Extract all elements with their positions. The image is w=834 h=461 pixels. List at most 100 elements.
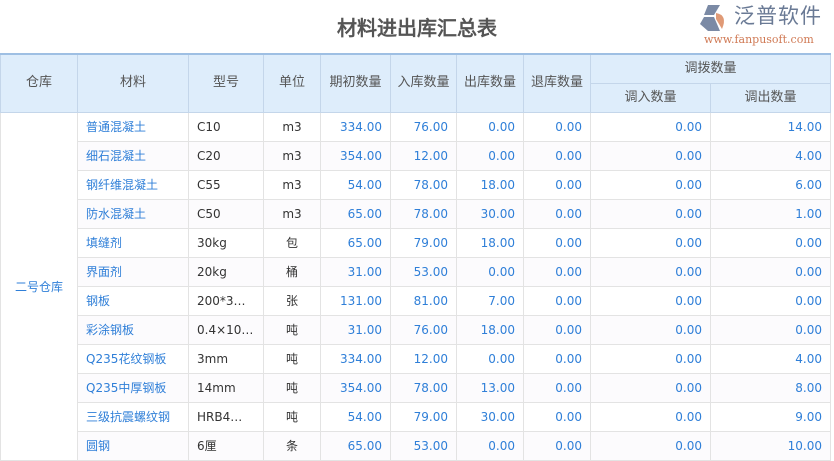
cell-model: C50: [188, 198, 264, 229]
cell-material[interactable]: 钢板: [77, 285, 189, 316]
cell-return: 0.00: [523, 198, 591, 229]
summary-table: 仓库 材料 型号 单位 期初数量 入库数量 出库数量 退库数量 调拨数量 调入数…: [0, 53, 832, 461]
cell-material[interactable]: 防水混凝土: [77, 198, 189, 229]
cell-unit: m3: [263, 198, 321, 229]
cell-transfer-out: 4.00: [709, 140, 832, 171]
cell-unit: 吨: [263, 343, 321, 374]
table-row[interactable]: Q235中厚钢板 14mm 吨 354.00 78.00 13.00 0.00 0.00 8.0…: [1, 372, 832, 403]
cell-model: 3mm: [188, 343, 264, 374]
cell-material[interactable]: 普通混凝土: [77, 111, 189, 142]
cell-in: 76.00: [390, 314, 457, 345]
table-row[interactable]: 细石混凝土 C20 m3 354.00 12.00 0.00 0.00 0.00 4.00: [1, 140, 832, 171]
cell-material[interactable]: Q235中厚钢板: [77, 372, 189, 403]
cell-model: 6厘: [188, 430, 264, 461]
cell-opening: 354.00: [320, 140, 391, 171]
cell-transfer-out: 14.00: [709, 111, 832, 142]
cell-out: 0.00: [456, 140, 524, 171]
header-model[interactable]: 型号: [188, 53, 264, 113]
header-material[interactable]: 材料: [77, 53, 189, 113]
cell-transfer-out: 0.00: [709, 285, 832, 316]
table-row[interactable]: 防水混凝土 C50 m3 65.00 78.00 30.00 0.00 0.00 1.00: [1, 198, 832, 229]
cell-model: 200*3…: [188, 285, 264, 316]
cell-opening: 31.00: [320, 256, 391, 287]
header-return[interactable]: 退库数量: [523, 53, 591, 113]
cell-material[interactable]: 界面剂: [77, 256, 189, 287]
header-warehouse[interactable]: 仓库: [0, 53, 78, 113]
table-row[interactable]: 钢纤维混凝土 C55 m3 54.00 78.00 18.00 0.00 0.00 6.00: [1, 169, 832, 200]
cell-transfer-out: 10.00: [709, 430, 832, 461]
cell-out: 0.00: [456, 430, 524, 461]
cell-out: 18.00: [456, 314, 524, 345]
cell-opening: 131.00: [320, 285, 391, 316]
cell-return: 0.00: [523, 227, 591, 258]
cell-return: 0.00: [523, 314, 591, 345]
cell-transfer-out: 9.00: [709, 401, 832, 432]
table-row[interactable]: 二号仓库 普通混凝土 C10 m3 334.00 76.00 0.00 0.00 0.00 14.…: [0, 111, 832, 461]
cell-return: 0.00: [523, 169, 591, 200]
header-out[interactable]: 出库数量: [456, 53, 524, 113]
cell-material[interactable]: 填缝剂: [77, 227, 189, 258]
cell-warehouse[interactable]: 二号仓库: [0, 111, 78, 461]
header-transfer-out[interactable]: 调出数量: [709, 82, 832, 113]
cell-model: 0.4×10…: [188, 314, 264, 345]
cell-material[interactable]: 细石混凝土: [77, 140, 189, 171]
cell-in: 78.00: [390, 372, 457, 403]
table-row[interactable]: 彩涂钢板 0.4×10… 吨 31.00 76.00 18.00 0.00 0.00 0.00: [1, 314, 832, 345]
cell-unit: 条: [263, 430, 321, 461]
cell-model: 20kg: [188, 256, 264, 287]
header-in[interactable]: 入库数量: [390, 53, 457, 113]
header-opening[interactable]: 期初数量: [320, 53, 391, 113]
cell-transfer-in: 0.00: [590, 285, 711, 316]
cell-opening: 31.00: [320, 314, 391, 345]
cell-transfer-out: 0.00: [709, 227, 832, 258]
cell-transfer-out: 4.00: [709, 343, 832, 374]
cell-unit: 张: [263, 285, 321, 316]
cell-out: 0.00: [456, 111, 524, 142]
cell-in: 81.00: [390, 285, 457, 316]
table-row[interactable]: 三级抗震螺纹钢 HRB4… 吨 54.00 79.00 30.00 0.00 0.00 9.00: [1, 401, 832, 432]
cell-out: 0.00: [456, 256, 524, 287]
cell-transfer-in: 0.00: [590, 111, 711, 142]
cell-opening: 54.00: [320, 401, 391, 432]
cell-material[interactable]: 彩涂钢板: [77, 314, 189, 345]
cell-opening: 65.00: [320, 198, 391, 229]
cell-return: 0.00: [523, 285, 591, 316]
cell-unit: 桶: [263, 256, 321, 287]
cell-transfer-in: 0.00: [590, 256, 711, 287]
table-row[interactable]: 圆钢 6厘条 65.00 53.00 0.00 0.00 0.00 10.00: [1, 430, 832, 461]
cell-transfer-in: 0.00: [590, 140, 711, 171]
table-row[interactable]: 钢板 200*3… 张 131.00 81.00 7.00 0.00 0.00 0.00: [1, 285, 832, 316]
cell-model: 30kg: [188, 227, 264, 258]
header-transfer: 调拨数量: [589, 53, 832, 84]
cell-unit: 吨: [263, 372, 321, 403]
cell-material[interactable]: 圆钢: [77, 430, 189, 461]
cell-model: 14mm: [188, 372, 264, 403]
cell-material[interactable]: 三级抗震螺纹钢: [77, 401, 189, 432]
cell-out: 13.00: [456, 372, 524, 403]
cell-material[interactable]: Q235花纹钢板: [77, 343, 189, 374]
cell-opening: 54.00: [320, 169, 391, 200]
cell-opening: 334.00: [320, 343, 391, 374]
cell-in: 79.00: [390, 227, 457, 258]
cell-in: 79.00: [390, 401, 457, 432]
header-transfer-in[interactable]: 调入数量: [590, 82, 711, 113]
table-row[interactable]: Q235花纹钢板 3mm 吨 334.00 12.00 0.00 0.00 0.00 4.00: [1, 343, 832, 374]
cell-in: 53.00: [390, 256, 457, 287]
cell-transfer-in: 0.00: [590, 169, 711, 200]
table-row[interactable]: 填缝剂 30kg 包 65.00 79.00 18.00 0.00 0.00 0.00: [1, 227, 832, 258]
cell-in: 53.00: [390, 430, 457, 461]
cell-out: 18.00: [456, 169, 524, 200]
cell-in: 12.00: [390, 140, 457, 171]
cell-material[interactable]: 钢纤维混凝土: [77, 169, 189, 200]
cell-transfer-in: 0.00: [590, 430, 711, 461]
cell-return: 0.00: [523, 372, 591, 403]
cell-return: 0.00: [523, 140, 591, 171]
cell-model: C10: [188, 111, 264, 142]
header-unit[interactable]: 单位: [263, 53, 321, 113]
cell-return: 0.00: [523, 256, 591, 287]
cell-opening: 354.00: [320, 372, 391, 403]
cell-in: 78.00: [390, 169, 457, 200]
cell-in: 76.00: [390, 111, 457, 142]
cell-unit: m3: [263, 169, 321, 200]
table-row[interactable]: 界面剂 20kg 桶 31.00 53.00 0.00 0.00 0.00 0.00: [1, 256, 832, 287]
